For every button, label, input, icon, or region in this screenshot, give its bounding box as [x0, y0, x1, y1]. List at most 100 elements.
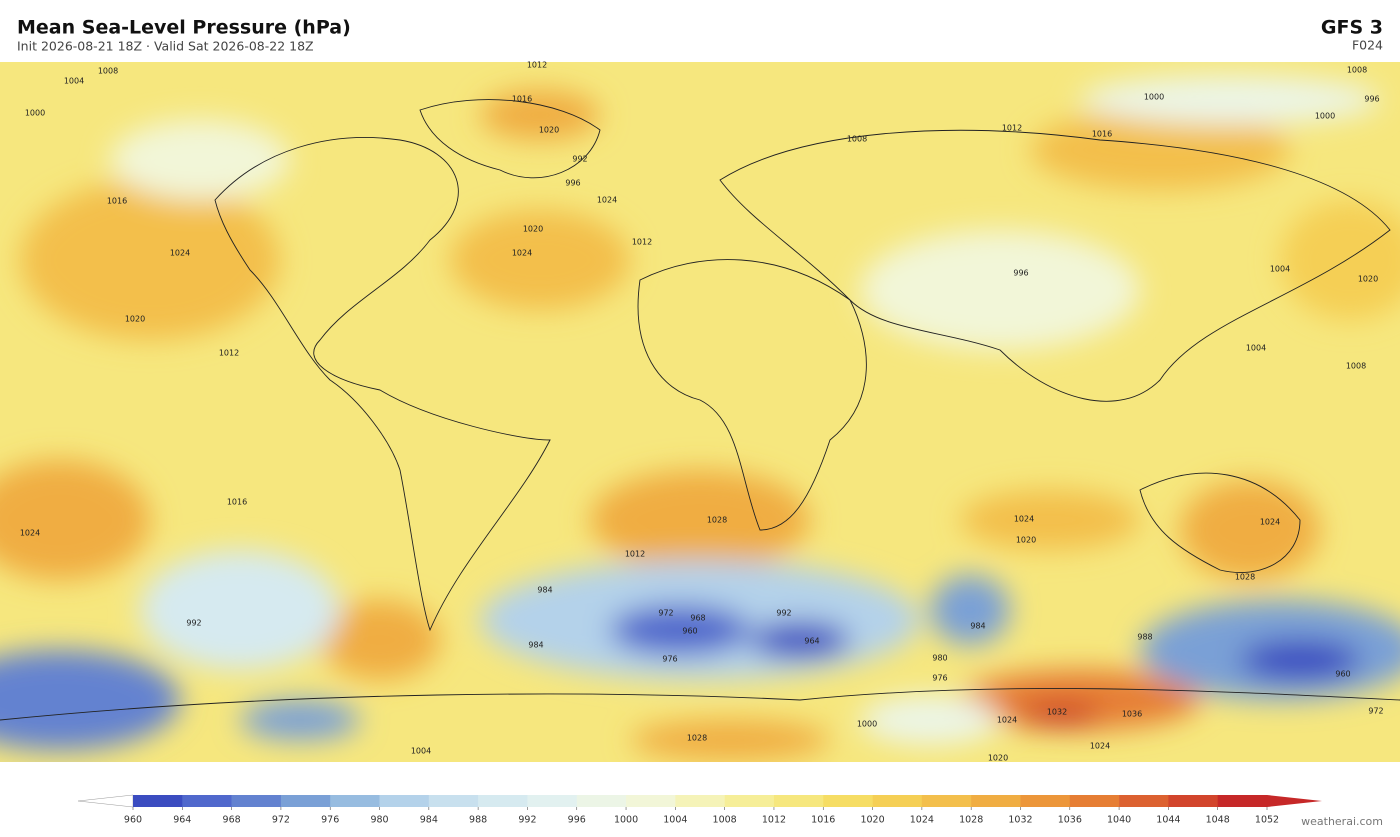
colorbar-bin	[724, 795, 775, 807]
contour-label: 1000	[1144, 93, 1164, 102]
colorbar-bin	[527, 795, 578, 807]
contour-label: 980	[932, 654, 947, 663]
contour-label: 1000	[857, 720, 877, 729]
colorbar-tick-label: 996	[568, 815, 586, 826]
contour-label: 1020	[125, 315, 145, 324]
contour-label: 984	[970, 622, 985, 631]
contour-label: 1004	[1270, 265, 1290, 274]
colorbar-tick-label: 980	[370, 815, 388, 826]
colorbar-tick-label: 1016	[811, 815, 835, 826]
contour-label: 1024	[997, 716, 1017, 725]
contour-label: 1020	[1016, 536, 1036, 545]
title: Mean Sea-Level Pressure (hPa)	[17, 17, 351, 39]
colorbar-tick-label: 1032	[1008, 815, 1032, 826]
colorbar-bin	[379, 795, 430, 807]
contour-label: 1028	[687, 734, 707, 743]
contour-label: 1032	[1047, 708, 1067, 717]
contour-label: 984	[528, 641, 543, 650]
contour-label: 1008	[847, 135, 867, 144]
colorbar-bin	[773, 795, 824, 807]
colorbar-tick-label: 964	[173, 815, 191, 826]
credit: weatherai.com	[1301, 815, 1383, 828]
colorbar-tick-label: 1000	[614, 815, 638, 826]
colorbar-bin	[921, 795, 972, 807]
contour-label: 1024	[512, 249, 532, 258]
model-name: GFS 3	[1321, 17, 1383, 39]
contour-label: 960	[682, 627, 697, 636]
contour-label: 1016	[1092, 130, 1112, 139]
colorbar-tick-label: 988	[469, 815, 487, 826]
colorbar-under	[77, 794, 134, 808]
contour-label: 1020	[523, 225, 543, 234]
colorbar-bin	[1119, 795, 1169, 807]
contour-label: 996	[1364, 95, 1379, 104]
contour-label: 964	[804, 637, 819, 646]
colorbar-tick-label: 960	[124, 815, 142, 826]
colorbar-tick-label: 1048	[1206, 815, 1230, 826]
contour-label: 992	[572, 155, 587, 164]
colorbar-bin	[1168, 795, 1218, 807]
colorbar-bin	[872, 795, 923, 807]
contour-label: 1020	[539, 126, 559, 135]
colorbar-bin	[330, 795, 380, 807]
colorbar-bin	[675, 795, 725, 807]
map-field	[0, 62, 1400, 762]
colorbar-bin	[576, 795, 627, 807]
colorbar-tick-label: 1044	[1156, 815, 1180, 826]
subtitle: Init 2026-08-21 18Z · Valid Sat 2026-08-…	[17, 39, 314, 54]
contour-label: 996	[1013, 269, 1028, 278]
colorbar-tick-label: 968	[223, 815, 241, 826]
colorbar-bin	[1217, 795, 1268, 807]
colorbar: 960 964 968 972 976 980 984 988 992 996 1000 1004 10…	[77, 794, 1322, 826]
contour-label: 1004	[411, 747, 431, 756]
contour-label: 1000	[25, 109, 45, 118]
contour-label: 992	[776, 609, 791, 618]
contour-label: 972	[658, 609, 673, 618]
pressure-field	[0, 75, 1400, 760]
contour-label: 1016	[227, 498, 247, 507]
coastlines	[0, 99, 1400, 721]
contour-label: 976	[662, 655, 677, 664]
colorbar-bin	[133, 795, 183, 807]
contour-label: 1024	[20, 529, 40, 538]
contour-label: 1012	[219, 349, 239, 358]
contour-label: 1024	[1014, 515, 1034, 524]
colorbar-bin	[478, 795, 528, 807]
contour-label: 988	[1137, 633, 1152, 642]
contour-label: 1012	[1002, 124, 1022, 133]
colorbar-bin	[1020, 795, 1071, 807]
contour-label: 1016	[512, 95, 532, 104]
colorbar-bin	[1069, 795, 1120, 807]
contour-label: 972	[1368, 707, 1383, 716]
colorbar-tick-label: 972	[272, 815, 290, 826]
colorbar-tick-label: 976	[321, 815, 339, 826]
colorbar-tick-label: 1052	[1255, 815, 1279, 826]
contour-label: 1000	[1315, 112, 1335, 121]
contour-label: 996	[565, 179, 580, 188]
contour-label: 984	[537, 586, 552, 595]
contour-labels: 1008 1012 1004 1000 1016 1020 992 996 1008 1024 10…	[20, 61, 1384, 763]
colorbar-over	[1267, 795, 1322, 807]
contour-label: 968	[690, 614, 705, 623]
contour-label: 1008	[1346, 362, 1366, 371]
contour-label: 1028	[1235, 573, 1255, 582]
colorbar-bin	[428, 795, 479, 807]
contour-label: 1028	[707, 516, 727, 525]
contour-label: 1012	[625, 550, 645, 559]
colorbar-tick-label: 1040	[1107, 815, 1131, 826]
contour-label: 1004	[64, 77, 84, 86]
contour-label: 960	[1335, 670, 1350, 679]
contour-label: 1024	[597, 196, 617, 205]
colorbar-bin	[182, 795, 232, 807]
contour-label: 1024	[1260, 518, 1280, 527]
colorbar-bin	[626, 795, 676, 807]
forecast-hour: F024	[1352, 38, 1383, 53]
colorbar-tick-label: 1028	[959, 815, 983, 826]
colorbar-bin	[231, 795, 282, 807]
colorbar-bin	[823, 795, 873, 807]
contour-label: 1024	[1090, 742, 1110, 751]
colorbar-bin	[971, 795, 1021, 807]
